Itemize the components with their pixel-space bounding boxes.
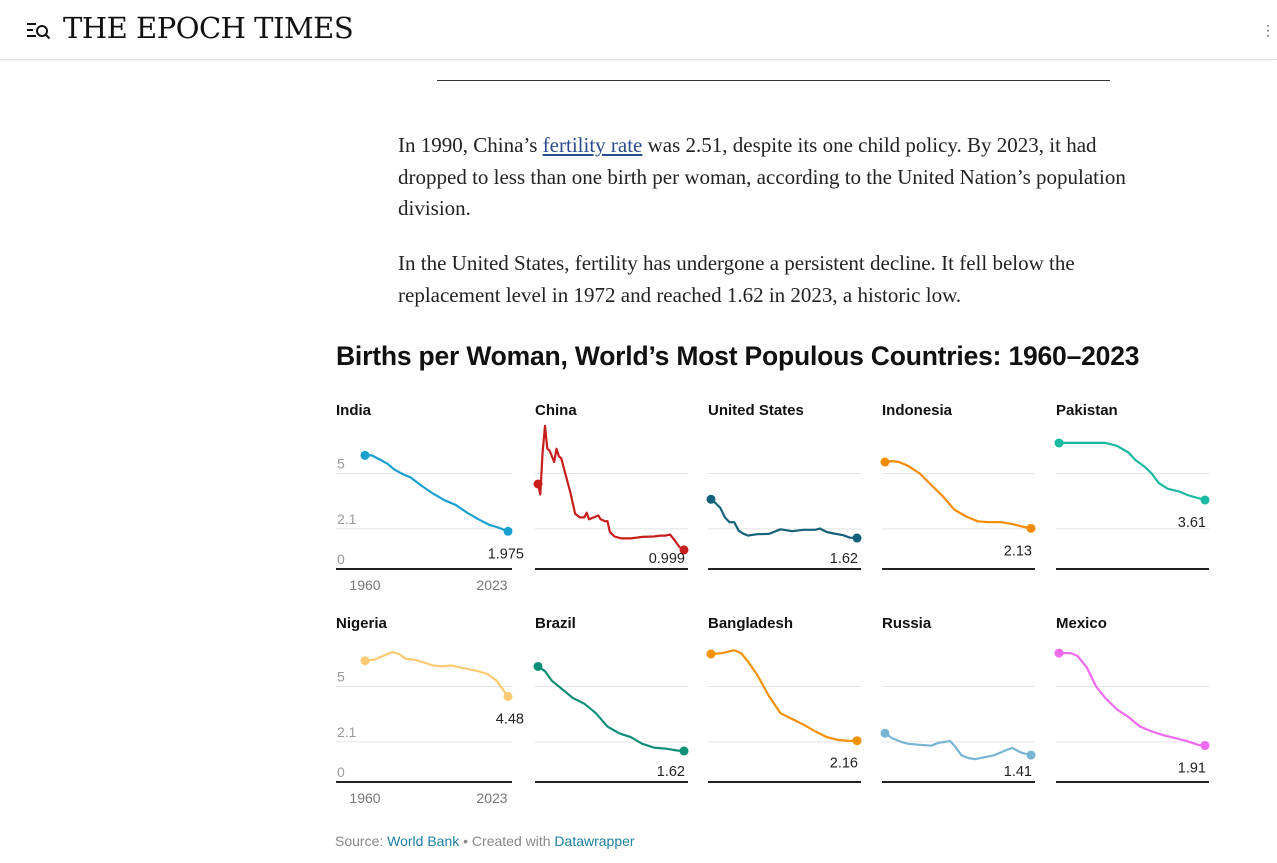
panel-title: Indonesia [882,402,953,419]
end-value-label: 4.48 [496,711,524,727]
start-point [1054,648,1064,658]
end-point [852,736,862,746]
text: was 2.51, despite its one child policy. … [398,133,1126,220]
start-point [1054,438,1064,448]
end-point [503,526,513,536]
panel-title: Russia [882,615,932,632]
article-paragraph: In 1990, China’s fertility rate was 2.51… [398,130,1128,225]
panel-title: Brazil [535,615,576,632]
start-point [533,661,543,671]
end-point [1200,495,1210,505]
site-header: THE EPOCH TIMES ⋮ [0,0,1277,60]
article-paragraph: In the United States, fertility has unde… [398,251,1075,307]
panel-title: United States [708,402,804,419]
series-line-india [365,454,509,533]
end-point [1026,750,1036,760]
end-value-label: 1.41 [1004,764,1032,780]
fertility-rate-link[interactable]: fertility rate [542,133,643,157]
start-point [360,656,370,666]
end-value-label: 0.999 [649,551,685,567]
series-line-pakistan [1059,441,1206,502]
end-point [1200,741,1210,751]
chart-title: Births per Woman, World’s Most Populous … [336,341,1140,371]
series-line-russia [884,732,1032,761]
end-value-label: 2.16 [830,756,858,772]
series-line-bangladesh [710,649,858,742]
x-tick-label: 1960 [349,790,380,806]
series-line-nigeria [364,651,509,698]
end-point [852,533,862,543]
panel-title: Mexico [1056,615,1107,632]
end-point [679,545,689,555]
end-value-label: 1.91 [1178,761,1206,777]
end-point [1026,523,1036,533]
start-point [360,450,370,460]
x-tick-label: 2023 [476,577,507,593]
x-tick-label: 2023 [476,790,507,806]
series-line-china [536,424,685,551]
panel-title: Pakistan [1056,402,1118,419]
start-point [533,479,543,489]
panel-title: China [535,402,577,419]
y-tick-label: 2.1 [337,724,357,740]
menu-search-icon[interactable] [26,20,52,40]
y-tick-label: 5 [337,456,345,472]
more-icon[interactable]: ⋮ [1261,22,1275,38]
end-point [503,691,513,701]
end-value-label: 1.975 [488,546,524,562]
y-tick-label: 2.1 [337,511,357,527]
series-line-indonesia [884,460,1032,530]
source-separator: • Created with [459,833,555,849]
end-value-label: 3.61 [1178,515,1206,531]
series-line-mexico [1059,652,1206,747]
source-label: Source: [335,833,388,849]
end-value-label: 1.62 [830,551,858,567]
start-point [880,728,890,738]
panel-title: Nigeria [336,615,388,632]
panel-title: India [336,402,372,419]
datawrapper-link[interactable]: Datawrapper [554,833,635,849]
series-line-brazil [537,665,685,753]
site-logo[interactable]: THE EPOCH TIMES [63,11,354,45]
chart-source: Source: World Bank • Created with Datawr… [335,833,635,849]
world-bank-link[interactable]: World Bank [387,833,460,849]
start-point [706,649,716,659]
y-tick-label: 0 [337,551,345,567]
x-tick-label: 1960 [349,577,380,593]
y-tick-label: 0 [337,764,345,780]
divider [437,80,1110,81]
end-point [679,746,689,756]
panel-title: Bangladesh [708,615,793,632]
end-value-label: 2.13 [1004,543,1032,559]
y-tick-label: 5 [337,669,345,685]
series-line-united-states [710,498,858,540]
start-point [706,494,716,504]
text: In 1990, China’s [398,133,543,157]
start-point [880,457,890,467]
end-value-label: 1.62 [657,764,685,780]
